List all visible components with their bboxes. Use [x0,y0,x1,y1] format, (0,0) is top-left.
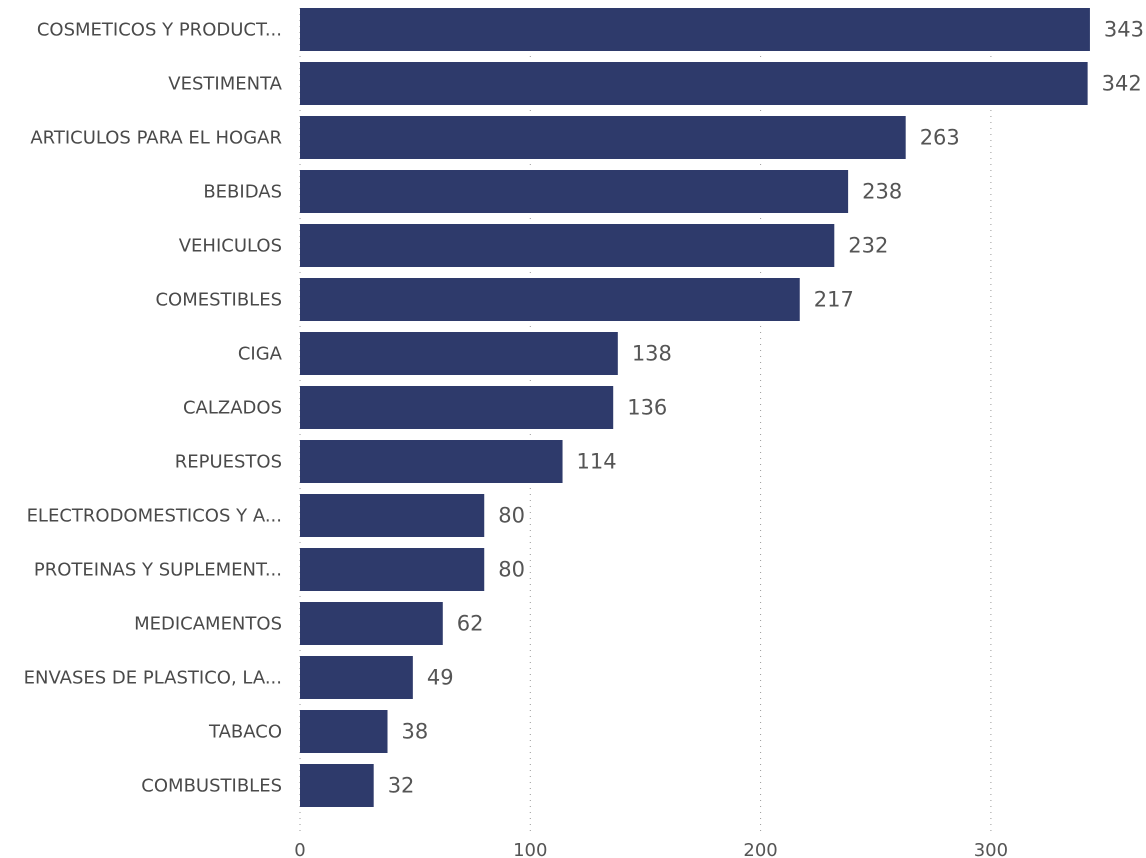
category-label: COMESTIBLES [155,290,282,311]
x-axis-ticks: 0 100 200 300 [294,840,1008,858]
bar[interactable] [300,8,1090,51]
data-label: 80 [498,558,525,582]
x-tick-label: 300 [974,840,1008,858]
data-label: 263 [920,126,960,150]
bar[interactable] [300,548,485,591]
category-label: REPUESTOS [175,452,282,473]
bar[interactable] [300,62,1088,105]
category-label: ENVASES DE PLASTICO, LA... [24,668,282,689]
bar[interactable] [300,170,849,213]
data-label: 217 [814,288,854,312]
category-label: BEBIDAS [203,182,282,203]
bar[interactable] [300,224,835,267]
bar[interactable] [300,386,614,429]
category-labels: COSMETICOS Y PRODUCT... VESTIMENTA ARTICUL… [24,20,283,797]
bar[interactable] [300,494,485,537]
x-tick-label: 200 [743,840,777,858]
data-label: 38 [402,720,429,744]
data-label: 114 [577,450,617,474]
data-label: 238 [862,180,902,204]
category-label: TABACO [208,722,282,743]
bars [300,8,1090,807]
bar[interactable] [300,764,374,807]
data-label: 32 [388,774,415,798]
data-label: 62 [457,612,484,636]
category-label: PROTEINAS Y SUPLEMENT... [34,560,282,581]
bar[interactable] [300,332,618,375]
data-label: 342 [1102,72,1142,96]
bar[interactable] [300,440,563,483]
category-label: ARTICULOS PARA EL HOGAR [30,128,282,149]
category-label: MEDICAMENTOS [134,614,282,635]
bar[interactable] [300,278,800,321]
category-label: VEHICULOS [179,236,282,257]
category-label: COMBUSTIBLES [141,776,282,797]
data-label: 138 [632,342,672,366]
value-labels: 343 342 263 238 232 217 138 136 114 80 80 62 49 38 32 [388,18,1144,798]
data-label: 49 [427,666,454,690]
bar[interactable] [300,116,906,159]
data-label: 136 [627,396,667,420]
data-label: 80 [498,504,525,528]
data-label: 232 [848,234,888,258]
category-label: ELECTRODOMESTICOS Y A... [27,506,282,527]
data-label: 343 [1104,18,1144,42]
category-label: CALZADOS [183,398,282,419]
bar[interactable] [300,656,413,699]
category-label: COSMETICOS Y PRODUCT... [37,20,282,41]
x-tick-label: 100 [513,840,547,858]
bar[interactable] [300,710,388,753]
category-label: VESTIMENTA [168,74,282,95]
bar[interactable] [300,602,443,645]
category-label: CIGA [238,344,283,365]
x-tick-label: 0 [294,840,305,858]
